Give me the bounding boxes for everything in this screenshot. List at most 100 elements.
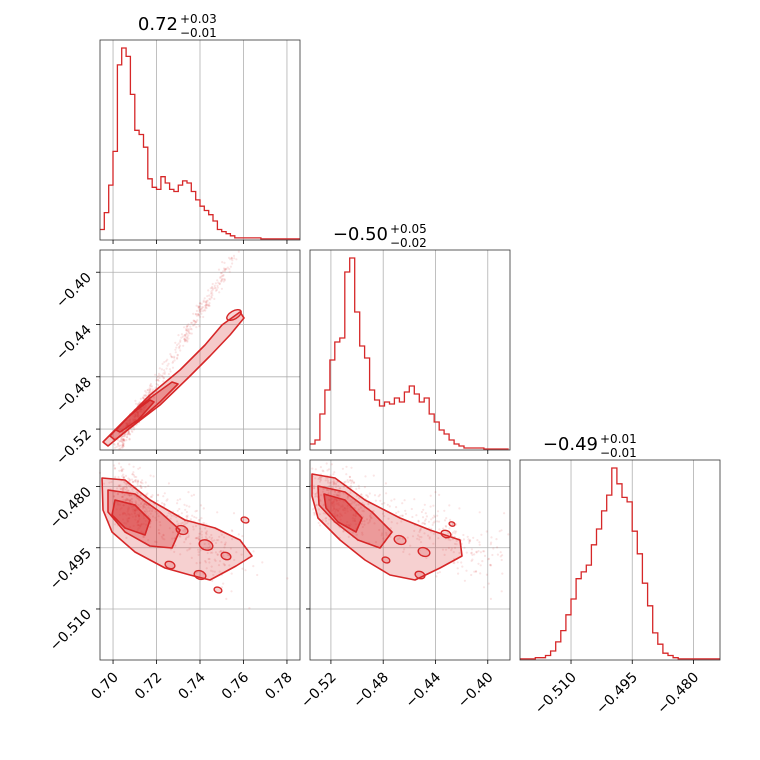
scatter-point xyxy=(324,517,327,520)
scatter-point xyxy=(211,287,214,290)
scatter-point xyxy=(381,502,384,506)
scatter-point xyxy=(455,530,458,533)
scatter-point xyxy=(213,297,216,300)
scatter-point xyxy=(418,530,421,534)
scatter-point xyxy=(204,301,207,304)
scatter-point xyxy=(319,466,322,469)
scatter-point xyxy=(339,518,342,521)
scatter-point xyxy=(370,517,373,520)
scatter-point xyxy=(178,347,181,350)
scatter-point xyxy=(328,498,331,501)
scatter-point xyxy=(372,509,375,513)
scatter-point xyxy=(170,356,173,359)
scatter-point xyxy=(183,503,186,506)
panel-frame xyxy=(309,459,511,661)
scatter-point xyxy=(225,268,228,271)
scatter-point xyxy=(185,504,188,507)
scatter-point xyxy=(220,550,223,553)
scatter-point xyxy=(197,551,200,554)
scatter-point xyxy=(139,480,142,484)
scatter-point xyxy=(438,528,441,531)
scatter-point xyxy=(142,396,145,399)
scatter-point xyxy=(181,521,184,524)
scatter-point xyxy=(231,259,234,262)
scatter-point xyxy=(140,486,143,489)
scatter-point xyxy=(150,495,153,498)
scatter-point xyxy=(381,512,385,515)
scatter-point xyxy=(128,513,131,516)
scatter-point xyxy=(125,439,128,442)
scatter-point xyxy=(129,526,132,529)
scatter-point xyxy=(432,504,435,507)
scatter-point xyxy=(474,570,478,573)
scatter-point xyxy=(386,503,389,506)
scatter-point xyxy=(456,561,459,564)
scatter-point xyxy=(163,538,166,541)
scatter-point xyxy=(113,467,117,470)
scatter-point xyxy=(436,520,439,523)
scatter-point xyxy=(499,551,502,554)
scatter-point xyxy=(340,513,343,516)
scatter-point xyxy=(491,553,494,557)
scatter-point xyxy=(176,509,179,512)
scatter-point xyxy=(466,535,469,538)
scatter-point xyxy=(122,438,125,442)
scatter-point xyxy=(423,519,427,522)
scatter-point xyxy=(174,348,177,351)
scatter-point xyxy=(355,533,358,536)
scatter-point xyxy=(158,532,161,535)
scatter-point xyxy=(118,444,121,447)
scatter-point xyxy=(187,332,191,335)
scatter-point xyxy=(206,295,209,298)
panel-title-1: 0.72 xyxy=(138,14,178,35)
scatter-point xyxy=(479,551,482,554)
contour-island xyxy=(164,560,176,570)
label-layer: 0.72 +0.03−0.01−0.50 +0.05−0.02−0.49 +0.01−… xyxy=(47,12,702,717)
scatter-point xyxy=(196,319,199,322)
scatter-point xyxy=(180,333,183,336)
scatter-point xyxy=(141,482,144,485)
scatter-point xyxy=(125,497,128,500)
scatter-point xyxy=(176,523,179,527)
scatter-point xyxy=(352,481,355,484)
scatter-point xyxy=(147,391,150,395)
contour-island xyxy=(393,534,407,546)
scatter-point xyxy=(146,389,149,392)
scatter-point xyxy=(387,517,390,520)
scatter-point xyxy=(186,340,189,343)
scatter-point xyxy=(126,507,129,510)
scatter-point xyxy=(204,561,207,564)
scatter-point xyxy=(336,509,340,512)
scatter-point xyxy=(180,336,183,339)
scatter-point xyxy=(185,337,188,340)
scatter-point xyxy=(124,482,127,485)
scatter-point xyxy=(127,519,130,523)
scatter-point xyxy=(130,505,133,508)
scatter-point xyxy=(328,518,331,521)
scatter-point xyxy=(339,499,342,502)
scatter-point xyxy=(211,570,214,573)
scatter-point xyxy=(120,439,123,443)
scatter-point xyxy=(441,548,445,551)
scatter-point xyxy=(384,482,387,485)
scatter-point xyxy=(403,499,406,502)
scatter-point xyxy=(457,572,460,575)
scatter-point xyxy=(120,466,123,469)
scatter-point xyxy=(211,579,214,582)
panel-title-3: −0.49 xyxy=(543,434,598,455)
scatter-point xyxy=(207,304,210,307)
scatter-point xyxy=(121,475,124,478)
scatter-point xyxy=(127,490,130,493)
scatter-point xyxy=(123,439,126,442)
scatter-point xyxy=(208,557,211,561)
scatter-point xyxy=(333,498,336,501)
scatter-point xyxy=(185,515,188,518)
scatter-point xyxy=(183,338,186,341)
scatter-point xyxy=(207,303,210,307)
scatter-point xyxy=(128,479,132,482)
scatter-point xyxy=(122,486,125,489)
scatter-point xyxy=(142,504,145,507)
scatter-point xyxy=(211,289,214,292)
scatter-point xyxy=(163,361,166,364)
x-tick-label: 0.72 xyxy=(132,670,165,703)
